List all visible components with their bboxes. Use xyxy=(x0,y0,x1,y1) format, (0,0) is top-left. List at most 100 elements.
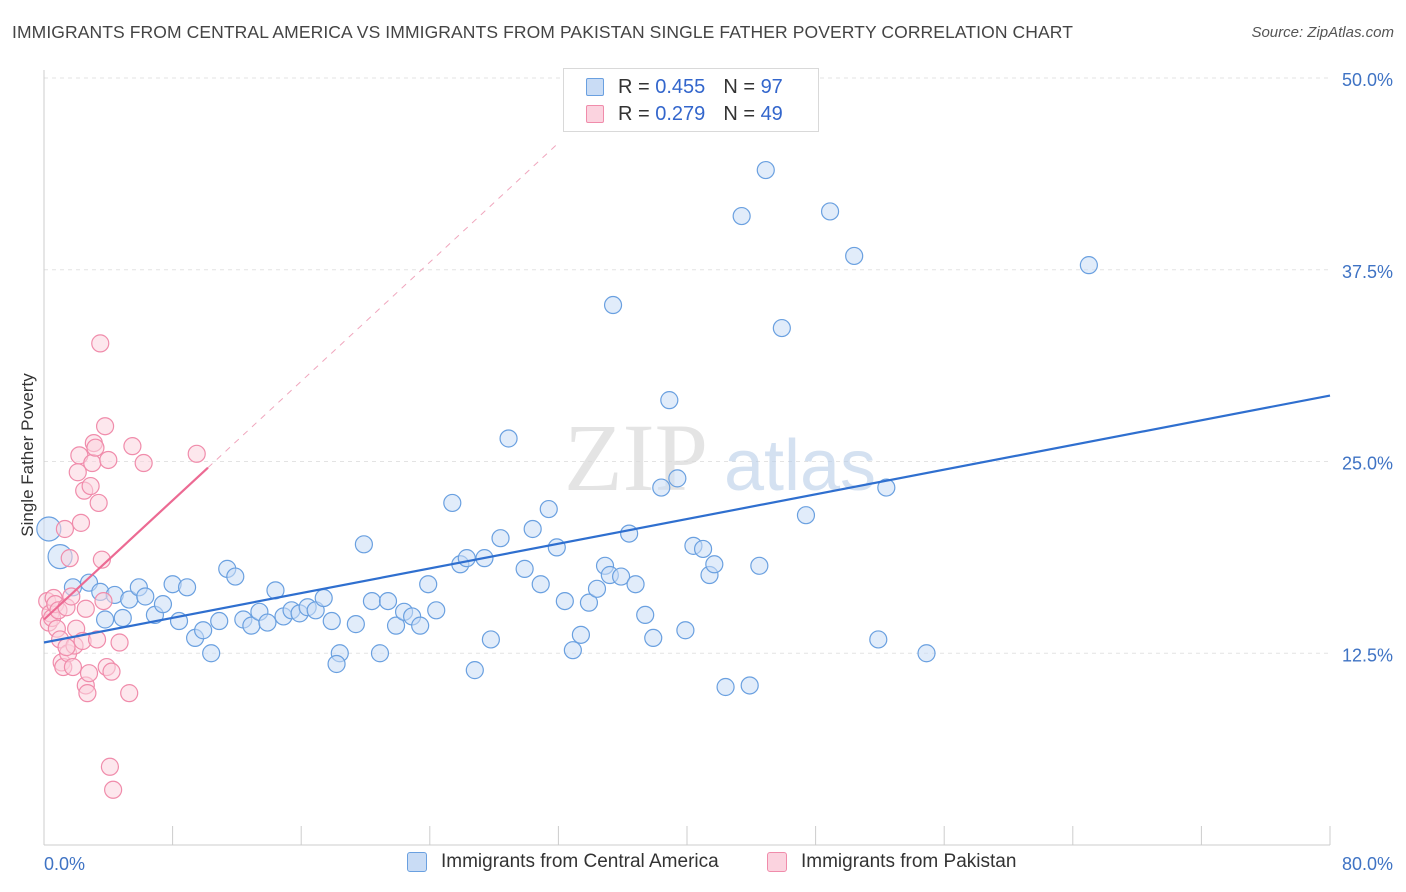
correlation-legend: R = 0.455 N = 97 R = 0.279 N = 49 xyxy=(563,68,819,132)
central-america-point xyxy=(226,567,245,586)
central-america-point xyxy=(177,578,197,597)
r-value: 0.279 xyxy=(655,102,706,125)
central-america-point xyxy=(636,605,655,625)
legend-row-central-america: R = 0.455 N = 97 xyxy=(586,75,783,99)
central-america-point xyxy=(740,676,759,695)
central-america-point xyxy=(202,644,221,663)
series-central-america-points xyxy=(36,160,1098,697)
pakistan-point xyxy=(120,684,139,703)
pakistan-point xyxy=(123,437,142,456)
central-america-point xyxy=(732,206,751,226)
pakistan-point xyxy=(76,599,95,618)
central-america-point xyxy=(579,593,599,612)
legend-row-pakistan: R = 0.279 N = 49 xyxy=(586,102,783,126)
central-america-point xyxy=(676,621,695,640)
central-america-point xyxy=(378,591,398,611)
pakistan-trend-line xyxy=(43,466,209,621)
r-value: 0.455 xyxy=(655,75,706,98)
central-america-point xyxy=(322,611,341,631)
central-america-point xyxy=(845,246,864,266)
chart-title: IMMIGRANTS FROM CENTRAL AMERICA VS IMMIG… xyxy=(12,22,1074,42)
pakistan-point xyxy=(134,453,153,473)
central-america-point xyxy=(481,630,500,649)
central-america-point xyxy=(346,615,365,634)
central-america-point xyxy=(626,575,645,594)
central-america-point xyxy=(515,559,534,578)
pakistan-point xyxy=(63,657,83,677)
pakistan-point xyxy=(110,633,129,652)
central-america-point xyxy=(443,493,462,513)
y-tick-label: 12.5% xyxy=(1342,645,1393,665)
central-america-point xyxy=(668,469,687,488)
central-america-point xyxy=(531,575,550,594)
series-pakistan-points xyxy=(38,334,206,799)
central-america-point xyxy=(705,555,724,574)
central-america-point xyxy=(555,591,574,611)
pakistan-point xyxy=(95,417,115,436)
pakistan-point xyxy=(78,684,97,703)
pakistan-trend-extension xyxy=(207,142,559,469)
central-america-point xyxy=(427,601,446,620)
central-america-point xyxy=(411,616,430,635)
central-america-point xyxy=(419,575,438,594)
y-axis-label: Single Father Poverty xyxy=(18,373,37,537)
pakistan-point xyxy=(92,550,111,569)
y-tick-label: 37.5% xyxy=(1342,262,1393,282)
pakistan-point xyxy=(81,476,100,496)
central-america-point xyxy=(113,608,132,628)
central-america-point xyxy=(603,295,623,315)
central-america-point xyxy=(611,567,631,586)
watermark: ZIP atlas xyxy=(564,404,876,511)
pakistan-point xyxy=(87,630,107,649)
watermark-zip: ZIP xyxy=(564,404,708,511)
pakistan-point xyxy=(62,587,81,606)
central-america-point xyxy=(314,588,333,608)
pakistan-point xyxy=(79,664,99,683)
central-america-point xyxy=(1079,256,1098,275)
central-america-point xyxy=(95,610,115,629)
legend-swatch-central-america xyxy=(407,852,427,872)
central-america-point xyxy=(153,595,173,614)
central-america-point xyxy=(354,535,373,554)
central-america-point xyxy=(457,549,476,568)
watermark-atlas: atlas xyxy=(724,426,876,506)
central-america-point xyxy=(660,391,679,410)
central-america-point xyxy=(136,587,155,606)
n-label: N = xyxy=(723,75,755,98)
central-america-point xyxy=(563,641,582,660)
n-value: 49 xyxy=(760,102,783,125)
central-america-point xyxy=(491,529,510,548)
central-america-point xyxy=(571,625,591,644)
central-america-point xyxy=(796,506,816,525)
legend-item-pakistan: Immigrants from Pakistan xyxy=(767,851,1016,873)
pakistan-point xyxy=(187,444,206,463)
legend-label-central-america: Immigrants from Central America xyxy=(441,851,719,872)
axes xyxy=(43,70,1331,846)
pakistan-point xyxy=(57,638,76,657)
central-america-point xyxy=(258,613,277,632)
legend-item-central-america: Immigrants from Central America xyxy=(407,851,719,873)
x-tick-label: 80.0% xyxy=(1342,854,1393,874)
central-america-point xyxy=(370,644,390,663)
x-tick-label: 0.0% xyxy=(44,854,85,874)
n-value: 97 xyxy=(760,75,783,98)
central-america-point xyxy=(539,499,558,519)
pakistan-point xyxy=(102,662,121,681)
pakistan-point xyxy=(89,493,108,513)
central-america-point xyxy=(693,539,713,559)
central-america-point xyxy=(869,630,888,649)
pakistan-point xyxy=(100,757,120,776)
central-america-point xyxy=(756,160,775,180)
central-america-point xyxy=(194,621,213,640)
n-label: N = xyxy=(723,102,755,125)
gridlines xyxy=(44,77,1330,654)
legend-swatch-pakistan xyxy=(586,105,604,123)
source-label: Source: ZipAtlas.com xyxy=(1251,24,1394,41)
series-legend: Immigrants from Central America Immigran… xyxy=(0,851,1406,877)
central-america-point xyxy=(362,591,382,611)
tick-labels: 12.5% 25.0% 37.5% 50.0% 0.0% 80.0% xyxy=(44,70,1393,874)
pakistan-point xyxy=(99,450,118,470)
central-america-point xyxy=(750,556,769,575)
r-label: R = xyxy=(618,102,650,125)
